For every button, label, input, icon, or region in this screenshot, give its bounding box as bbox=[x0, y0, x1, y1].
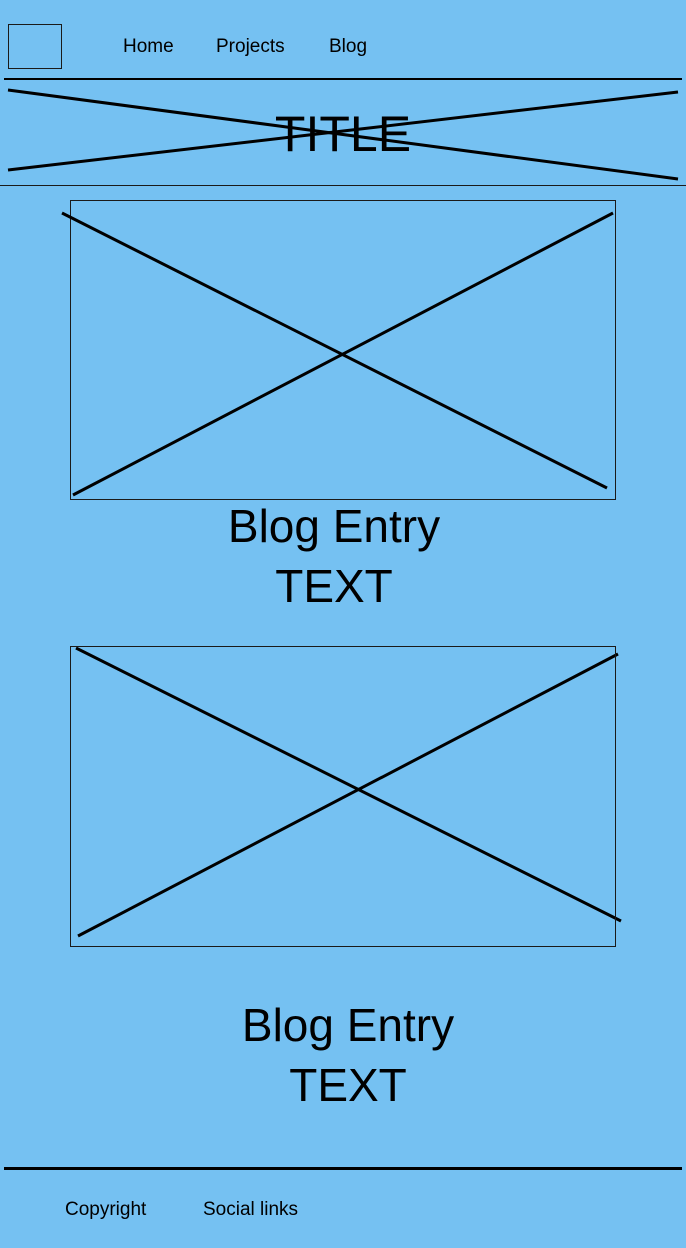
blog-entry-image-placeholder[interactable] bbox=[70, 200, 616, 500]
nav-item-home[interactable]: Home bbox=[123, 36, 174, 57]
title-banner: TITLE bbox=[0, 82, 686, 186]
banner-divider bbox=[0, 185, 686, 186]
footer-divider bbox=[4, 1167, 682, 1170]
blog-entry-title: Blog Entry bbox=[227, 500, 441, 552]
page-title: TITLE bbox=[274, 106, 412, 162]
footer-copyright: Copyright bbox=[65, 1199, 147, 1220]
blog-entry-text: TEXT bbox=[275, 560, 393, 612]
blog-entry-text: TEXT bbox=[289, 1059, 407, 1111]
blog-entry-image-placeholder[interactable] bbox=[70, 646, 616, 947]
nav-item-projects[interactable]: Projects bbox=[216, 36, 285, 57]
blog-entry-title: Blog Entry bbox=[241, 999, 455, 1051]
logo-placeholder[interactable] bbox=[8, 24, 62, 69]
header-divider bbox=[4, 78, 682, 80]
nav-item-blog[interactable]: Blog bbox=[329, 36, 368, 57]
footer-social-links[interactable]: Social links bbox=[203, 1199, 299, 1220]
